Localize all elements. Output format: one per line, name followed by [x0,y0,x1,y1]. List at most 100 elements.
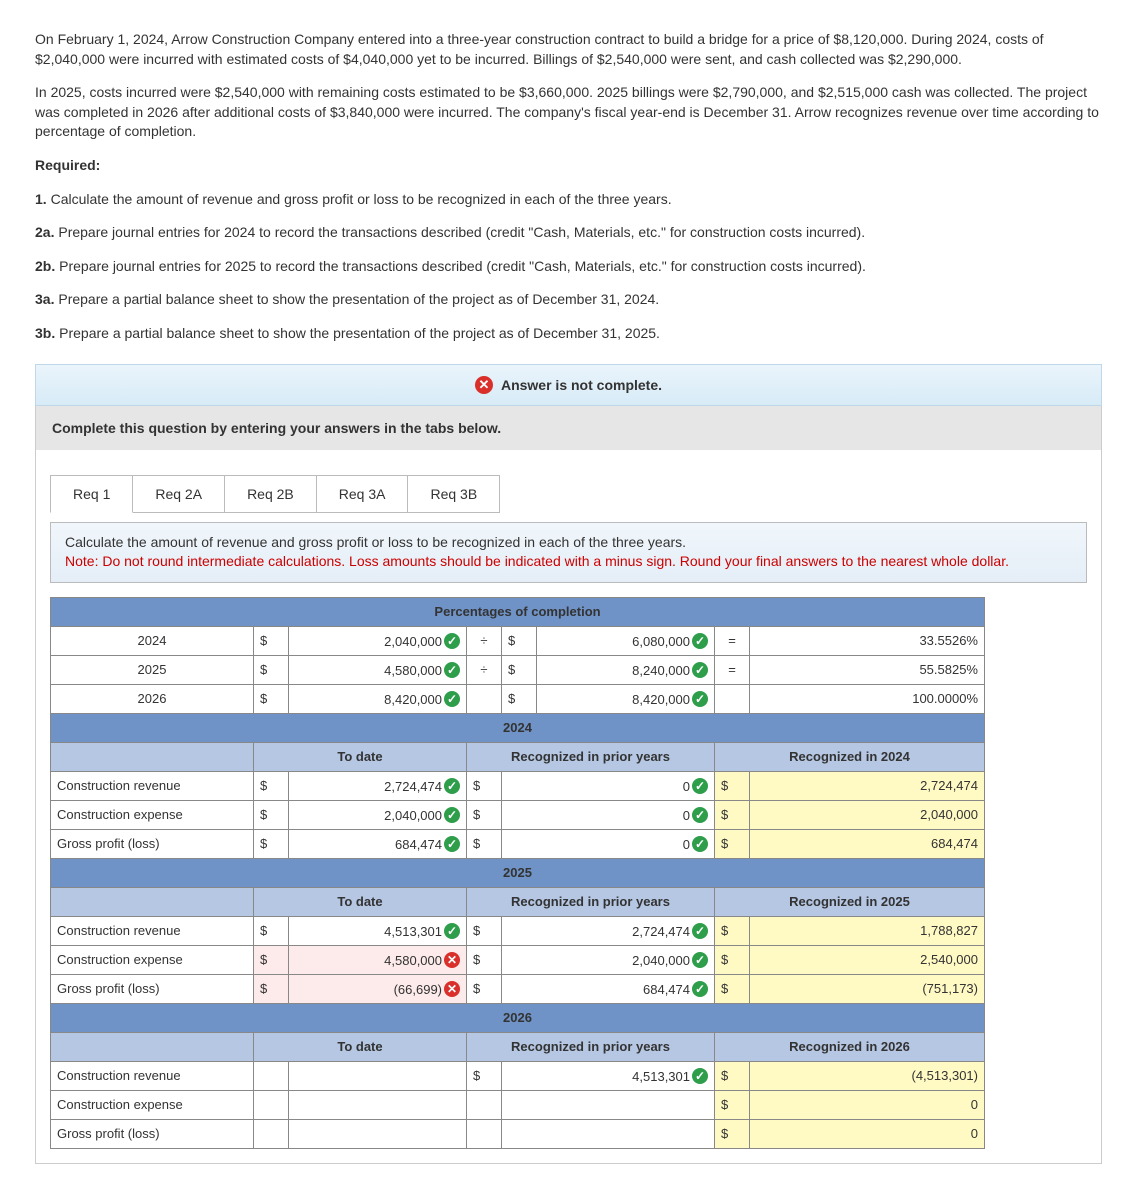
dollar-sign: $ [254,829,289,858]
dollar-sign [254,1061,289,1090]
check-icon: ✓ [444,923,460,939]
dollar-sign [467,1090,502,1119]
numerator-cell[interactable]: 4,580,000✓ [289,655,467,684]
col-prior-2: Recognized in prior years [467,1032,715,1061]
problem-text: On February 1, 2024, Arrow Construction … [35,30,1102,344]
tab-req-3b[interactable]: Req 3B [407,475,500,513]
todate-cell[interactable]: 4,513,301✓ [289,916,467,945]
req-2b: Prepare journal entries for 2025 to reco… [59,258,866,274]
tabs: Req 1 Req 2A Req 2B Req 3A Req 3B [50,475,1087,513]
tab-req-2b[interactable]: Req 2B [224,475,317,513]
row-label: Construction expense [51,945,254,974]
prior-cell[interactable]: 0✓ [502,800,715,829]
section-year-0: 2024 [51,713,985,742]
check-icon: ✓ [692,662,708,678]
todate-cell[interactable] [289,1061,467,1090]
op-equals: = [715,626,750,655]
col-rec-2: Recognized in 2026 [715,1032,985,1061]
row-label: Construction revenue [51,916,254,945]
check-icon: ✓ [692,778,708,794]
todate-cell[interactable]: 684,474✓ [289,829,467,858]
tab-req-3a[interactable]: Req 3A [316,475,409,513]
prior-cell[interactable] [502,1090,715,1119]
dollar-sign: $ [715,945,750,974]
dollar-sign: $ [502,626,537,655]
todate-cell[interactable]: 2,724,474✓ [289,771,467,800]
dollar-sign: $ [715,1090,750,1119]
numerator-cell[interactable]: 8,420,000✓ [289,684,467,713]
dollar-sign: $ [467,945,502,974]
check-icon: ✓ [692,807,708,823]
check-icon: ✓ [692,633,708,649]
prior-cell[interactable]: 2,724,474✓ [502,916,715,945]
dollar-sign: $ [467,829,502,858]
dollar-sign: $ [254,945,289,974]
check-icon: ✓ [444,836,460,852]
col-prior-0: Recognized in prior years [467,742,715,771]
prior-cell[interactable]: 2,040,000✓ [502,945,715,974]
prior-cell[interactable]: 0✓ [502,771,715,800]
denominator-cell[interactable]: 6,080,000✓ [537,626,715,655]
pct-title: Percentages of completion [51,597,985,626]
problem-para-2: In 2025, costs incurred were $2,540,000 … [35,83,1102,142]
check-icon: ✓ [444,807,460,823]
dollar-sign: $ [254,800,289,829]
dollar-sign: $ [715,1061,750,1090]
dollar-sign: $ [254,655,289,684]
check-icon: ✓ [692,836,708,852]
check-icon: ✓ [692,952,708,968]
row-label: Construction expense [51,800,254,829]
prior-cell[interactable]: 0✓ [502,829,715,858]
prior-cell[interactable]: 684,474✓ [502,974,715,1003]
recognized-cell: 2,724,474 [750,771,985,800]
x-icon: ✕ [444,981,460,997]
row-label: Gross profit (loss) [51,974,254,1003]
dollar-sign: $ [502,684,537,713]
tab-req-1[interactable]: Req 1 [50,475,133,513]
todate-cell[interactable] [289,1090,467,1119]
recognized-cell: 684,474 [750,829,985,858]
req-1: Calculate the amount of revenue and gros… [51,191,672,207]
col-todate-2: To date [254,1032,467,1061]
dollar-sign: $ [502,655,537,684]
check-icon: ✓ [692,1068,708,1084]
tab-desc-text: Calculate the amount of revenue and gros… [65,534,686,550]
dollar-sign [254,1119,289,1148]
dollar-sign: $ [254,974,289,1003]
recognized-cell: 2,040,000 [750,800,985,829]
todate-cell[interactable] [289,1119,467,1148]
dollar-sign: $ [467,771,502,800]
col-rec-1: Recognized in 2025 [715,887,985,916]
check-icon: ✓ [444,633,460,649]
dollar-sign: $ [715,916,750,945]
prior-cell[interactable]: 4,513,301✓ [502,1061,715,1090]
op-equals: = [715,655,750,684]
required-label: Required: [35,156,1102,176]
dollar-sign: $ [467,916,502,945]
tab-req-2a[interactable]: Req 2A [132,475,225,513]
denominator-cell[interactable]: 8,240,000✓ [537,655,715,684]
dollar-sign: $ [467,1061,502,1090]
row-label: Gross profit (loss) [51,829,254,858]
denominator-cell[interactable]: 8,420,000✓ [537,684,715,713]
tab-note: Note: Do not round intermediate calculat… [65,553,1009,569]
prior-cell[interactable] [502,1119,715,1148]
dollar-sign: $ [715,1119,750,1148]
check-icon: ✓ [444,662,460,678]
status-banner: ✕ Answer is not complete. [35,364,1102,406]
numerator-cell[interactable]: 2,040,000✓ [289,626,467,655]
status-banner-text: Answer is not complete. [501,377,662,393]
dollar-sign: $ [467,974,502,1003]
pct-result: 55.5825% [750,655,985,684]
check-icon: ✓ [444,778,460,794]
req-2a: Prepare journal entries for 2024 to reco… [58,224,865,240]
todate-cell[interactable]: (66,699)✕ [289,974,467,1003]
todate-cell[interactable]: 2,040,000✓ [289,800,467,829]
recognized-cell: 0 [750,1119,985,1148]
row-label: Gross profit (loss) [51,1119,254,1148]
recognized-cell: 0 [750,1090,985,1119]
section-year-1: 2025 [51,858,985,887]
pct-year: 2025 [51,655,254,684]
todate-cell[interactable]: 4,580,000✕ [289,945,467,974]
row-label: Construction revenue [51,771,254,800]
